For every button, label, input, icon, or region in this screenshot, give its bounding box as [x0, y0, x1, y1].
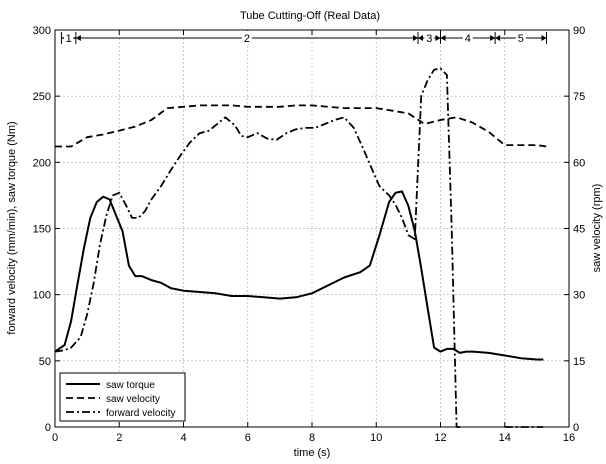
- y-axis-right-label: saw velocity (rpm): [591, 184, 603, 273]
- y-tick-left-label: 150: [33, 224, 51, 236]
- phase-arrow-left: [75, 35, 81, 41]
- phase-label: 1: [66, 33, 72, 45]
- x-tick-label: 12: [434, 432, 446, 444]
- legend-label: forward velocity: [106, 408, 175, 419]
- y-tick-left-label: 200: [33, 157, 51, 169]
- x-tick-label: 10: [370, 432, 382, 444]
- x-tick-label: 6: [245, 432, 251, 444]
- series-line-saw-velocity: [55, 104, 547, 148]
- phase-label-bg: [241, 31, 252, 45]
- phase-label-bg: [424, 31, 435, 45]
- x-tick-label: 2: [116, 432, 122, 444]
- phase-arrow-right: [435, 35, 441, 41]
- series-line-saw-torque: [54, 190, 544, 361]
- legend: saw torque saw velocity forward velocity: [59, 372, 186, 422]
- x-tick-label: 16: [563, 432, 575, 444]
- x-tick-label: 8: [309, 432, 315, 444]
- y-tick-right-label: 0: [573, 422, 579, 434]
- phase-label-bg: [63, 31, 74, 45]
- legend-label: saw torque: [106, 380, 155, 391]
- phase-label: 4: [465, 33, 471, 45]
- phase-markers: 1 2 3 4 5: [60, 31, 548, 45]
- series-lines: [54, 67, 547, 428]
- y-tick-right-label: 75: [573, 91, 585, 103]
- y-tick-right-label: 90: [573, 25, 585, 37]
- y-axis-left-label: forward velocity (mm/min), saw torque (N…: [6, 121, 18, 334]
- phase-label: 5: [518, 33, 524, 45]
- y-tick-right-label: 15: [573, 356, 585, 368]
- series-line-forward-velocity: [54, 67, 544, 428]
- x-tick-label: 14: [499, 432, 511, 444]
- phase-arrow-left: [495, 35, 501, 41]
- y-tick-left-label: 0: [45, 422, 51, 434]
- legend-box: [59, 372, 186, 422]
- y-tick-left-label: 250: [33, 91, 51, 103]
- y-tick-left-label: 50: [39, 356, 51, 368]
- y-tick-right-label: 60: [573, 157, 585, 169]
- phase-label-bg: [462, 31, 473, 45]
- grid: [55, 30, 569, 427]
- y-tick-right-label: 30: [573, 290, 585, 302]
- phase-arrow-right: [490, 35, 496, 41]
- phase-label-bg: [515, 31, 526, 45]
- phase-arrow-right: [541, 35, 547, 41]
- phase-label: 3: [426, 33, 432, 45]
- y-tick-left-label: 100: [33, 290, 51, 302]
- phase-arrow-left: [418, 35, 424, 41]
- phase-arrow-right: [413, 35, 419, 41]
- legend-label: saw velocity: [106, 394, 160, 405]
- axis-ticks: 0 2 4 6 8 10 12 14 16050100150200250300015304560…: [33, 25, 586, 444]
- y-tick-left-label: 300: [33, 25, 51, 37]
- phase-label: 2: [244, 33, 250, 45]
- chart-title: Tube Cutting-Off (Real Data): [240, 10, 380, 22]
- phase-arrow-left: [440, 35, 446, 41]
- x-tick-label: 4: [180, 432, 186, 444]
- x-axis-label: time (s): [294, 447, 331, 459]
- x-tick-label: 0: [52, 432, 58, 444]
- y-tick-right-label: 45: [573, 224, 585, 236]
